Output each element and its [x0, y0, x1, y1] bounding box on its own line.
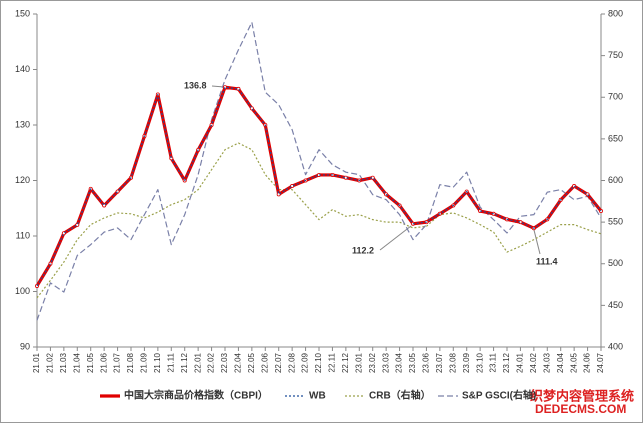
annotation: 112.2	[352, 245, 374, 255]
x-tick-label: 22.01	[193, 352, 202, 373]
series-line	[36, 142, 602, 299]
y-tick-label: 120	[15, 175, 30, 185]
x-tick-label: 24.05	[569, 352, 578, 373]
x-tick-label: 23.04	[395, 352, 404, 373]
x-tick-label: 22.05	[247, 352, 256, 373]
series-line	[36, 21, 602, 321]
x-tick-label: 22.03	[220, 352, 229, 373]
x-tick-label: 21.10	[153, 352, 162, 373]
x-tick-label: 23.03	[381, 352, 390, 373]
annotation: 136.8	[184, 80, 207, 90]
x-tick-label: 22.09	[301, 352, 310, 373]
x-tick-label: 24.04	[556, 352, 565, 373]
x-tick-label: 24.03	[542, 352, 551, 373]
y2-tick-label: 650	[608, 133, 623, 143]
x-tick-label: 21.04	[72, 352, 81, 373]
x-tick-label: 21.09	[140, 352, 149, 373]
x-tick-label: 23.05	[408, 352, 417, 373]
y-tick-label: 130	[15, 119, 30, 129]
x-tick-label: 21.12	[180, 352, 189, 373]
y2-tick-label: 500	[608, 258, 623, 268]
y2-tick-label: 600	[608, 175, 623, 185]
x-tick-label: 21.07	[113, 352, 122, 373]
y-tick-label: 140	[15, 64, 30, 74]
x-tick-label: 24.07	[596, 352, 605, 373]
x-tick-label: 23.12	[502, 352, 511, 373]
x-tick-label: 21.05	[86, 352, 95, 373]
y2-tick-label: 800	[608, 8, 623, 18]
y-tick-label: 110	[16, 230, 30, 240]
annotation: 111.4	[536, 256, 558, 266]
annotation-leader	[379, 225, 412, 251]
y2-tick-label: 550	[608, 217, 623, 227]
x-tick-label: 23.02	[368, 352, 377, 373]
x-tick-label: 22.11	[328, 352, 337, 372]
x-tick-label: 22.12	[341, 352, 350, 373]
x-tick-label: 22.10	[314, 352, 323, 373]
x-tick-label: 21.01	[32, 352, 41, 373]
watermark: DEDECMS.COM	[535, 402, 626, 416]
x-tick-label: 21.03	[59, 352, 68, 373]
y2-tick-label: 750	[608, 50, 623, 60]
x-tick-label: 22.06	[260, 352, 269, 373]
y2-tick-label: 450	[608, 300, 623, 310]
x-tick-label: 23.01	[354, 352, 363, 373]
x-tick-label: 22.04	[234, 352, 243, 373]
series-line	[36, 86, 602, 287]
x-tick-label: 24.06	[583, 352, 592, 373]
x-tick-label: 21.11	[166, 352, 175, 372]
x-tick-label: 23.09	[462, 352, 471, 373]
x-tick-label: 24.02	[529, 352, 538, 373]
y-tick-label: 90	[20, 341, 30, 351]
annotation-leader	[533, 229, 541, 255]
legend-label: S&P GSCI(右轴)	[462, 389, 536, 402]
x-tick-label: 22.07	[274, 352, 283, 373]
legend-label: WB	[309, 391, 326, 402]
y2-tick-label: 700	[608, 92, 623, 102]
x-tick-label: 23.08	[448, 352, 457, 373]
watermark: 织梦内容管理系统	[530, 388, 634, 403]
y-tick-label: 100	[15, 286, 30, 296]
x-tick-label: 23.07	[435, 352, 444, 373]
x-tick-label: 23.06	[422, 352, 431, 373]
x-tick-label: 21.02	[46, 352, 55, 373]
x-tick-label: 22.08	[287, 352, 296, 373]
y-tick-label: 150	[15, 8, 30, 18]
x-tick-label: 21.06	[99, 352, 108, 373]
x-tick-label: 23.11	[489, 352, 498, 372]
x-tick-label: 23.10	[475, 352, 484, 373]
x-tick-label: 22.02	[207, 352, 216, 373]
x-tick-label: 21.08	[126, 352, 135, 373]
legend-label: CRB（右轴）	[369, 389, 431, 402]
x-tick-label: 24.01	[516, 352, 525, 373]
legend-label: 中国大宗商品价格指数（CBPI）	[124, 389, 268, 402]
y2-tick-label: 400	[608, 341, 623, 351]
